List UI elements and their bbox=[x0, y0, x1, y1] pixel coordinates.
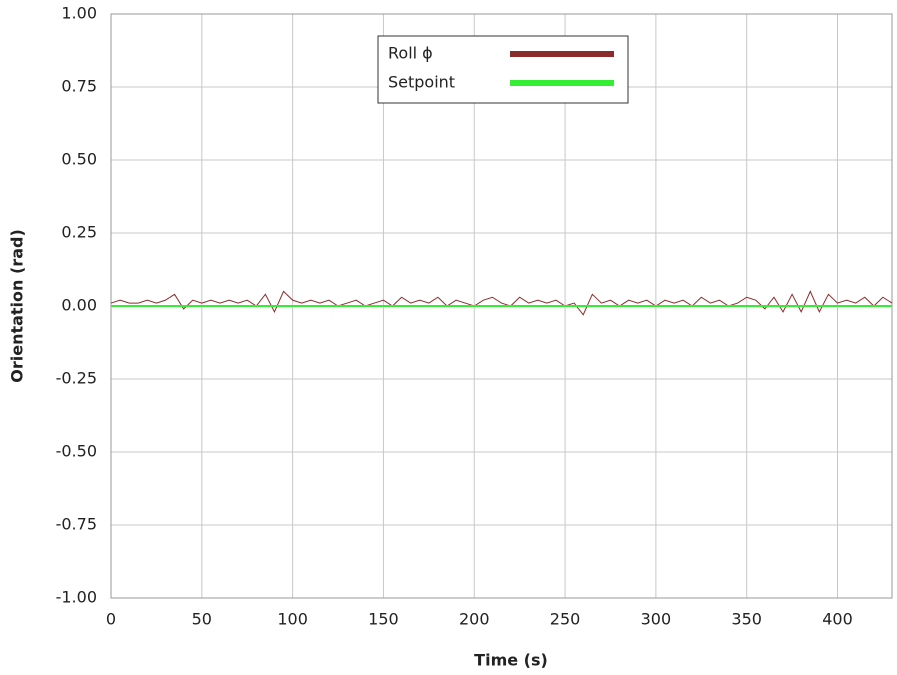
x-tick-label: 250 bbox=[550, 610, 581, 629]
y-tick-label: -0.50 bbox=[56, 442, 97, 461]
data-line bbox=[110, 290, 893, 316]
y-tick-label: -0.25 bbox=[56, 369, 97, 388]
legend-label: Roll ϕ bbox=[388, 44, 433, 63]
x-tick-label: 400 bbox=[822, 610, 853, 629]
x-tick-label: 100 bbox=[277, 610, 308, 629]
y-axis-title: Orientation (rad) bbox=[8, 229, 27, 383]
x-tick-label: 0 bbox=[106, 610, 116, 629]
y-tick-label: -0.75 bbox=[56, 515, 97, 534]
y-tick-label: 1.00 bbox=[61, 4, 97, 23]
legend-box bbox=[377, 35, 629, 104]
y-tick-label: 0.00 bbox=[61, 296, 97, 315]
y-tick-label: 0.25 bbox=[61, 223, 97, 242]
y-tick-label: 0.50 bbox=[61, 150, 97, 169]
legend-label: Setpoint bbox=[388, 73, 455, 92]
y-tick-label: 0.75 bbox=[61, 77, 97, 96]
y-tick-label: -1.00 bbox=[56, 588, 97, 607]
x-tick-label: 50 bbox=[192, 610, 212, 629]
x-tick-label: 300 bbox=[641, 610, 672, 629]
x-tick-label: 150 bbox=[368, 610, 399, 629]
x-tick-label: 200 bbox=[459, 610, 490, 629]
x-axis-title: Time (s) bbox=[474, 651, 548, 670]
x-tick-label: 350 bbox=[731, 610, 762, 629]
